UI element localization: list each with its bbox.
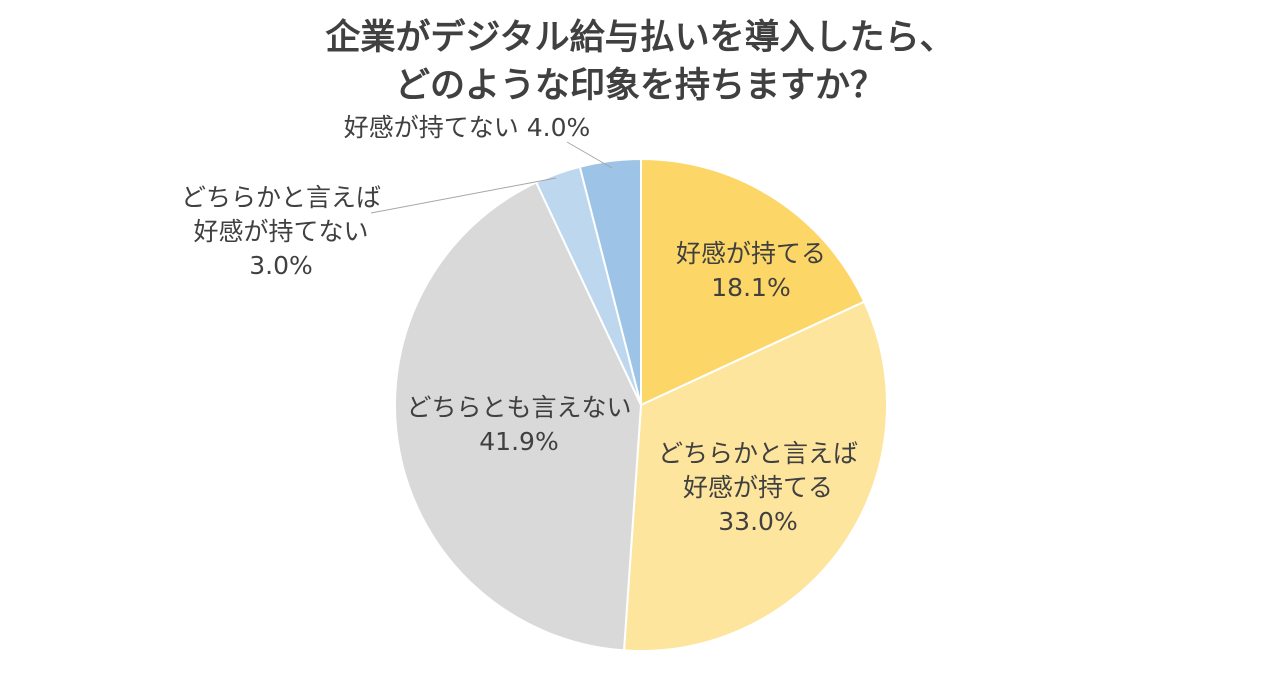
- slice-label-3: どちらとも言えない 41.9%: [406, 393, 631, 456]
- slice-label-4-line-2: 好感が持てない: [193, 217, 368, 246]
- slice-label-2: どちらかと言えば好感が持てる 33.0%: [658, 439, 858, 536]
- chart-title-line-1: 企業がデジタル給与払いを導入したら、: [325, 18, 955, 58]
- slice-label-1: 好感が持てる 18.1%: [676, 239, 826, 302]
- slice-label-4-line-3: 3.0%: [249, 251, 313, 280]
- leader-line-5: [566, 141, 613, 169]
- slice-label-2-line-3: 33.0%: [718, 507, 797, 536]
- pie-slice-1: [640, 157, 866, 407]
- slice-label-5-line-1: 好感が持てない 4.0%: [344, 113, 590, 142]
- pie-slice-5: [578, 157, 642, 406]
- slice-label-1-line-1: 好感が持てる: [676, 239, 826, 268]
- slice-label-2-line-2: 好感が持てる: [683, 473, 833, 502]
- slice-label-1-line-2: 18.1%: [711, 273, 790, 302]
- slice-label-5: 好感が持てない 4.0%: [344, 113, 590, 142]
- chart-title: 企業がデジタル給与払いを導入したら、 どのような印象を持ちますか？: [0, 14, 1280, 110]
- slice-label-3-line-2: 41.9%: [479, 427, 558, 456]
- slice-label-4-line-1: どちらかと言えば: [181, 183, 381, 212]
- pie-slice-2: [622, 300, 888, 652]
- slice-label-4: どちらかと言えば好感が持てない 3.0%: [181, 183, 381, 280]
- slice-label-2-line-1: どちらかと言えば: [658, 439, 858, 468]
- slice-label-3-line-1: どちらとも言えない: [406, 393, 631, 422]
- pie-slice-3: [394, 181, 643, 652]
- chart-title-line-2: どのような印象を持ちますか？: [394, 66, 885, 106]
- leader-line-4: [370, 177, 557, 214]
